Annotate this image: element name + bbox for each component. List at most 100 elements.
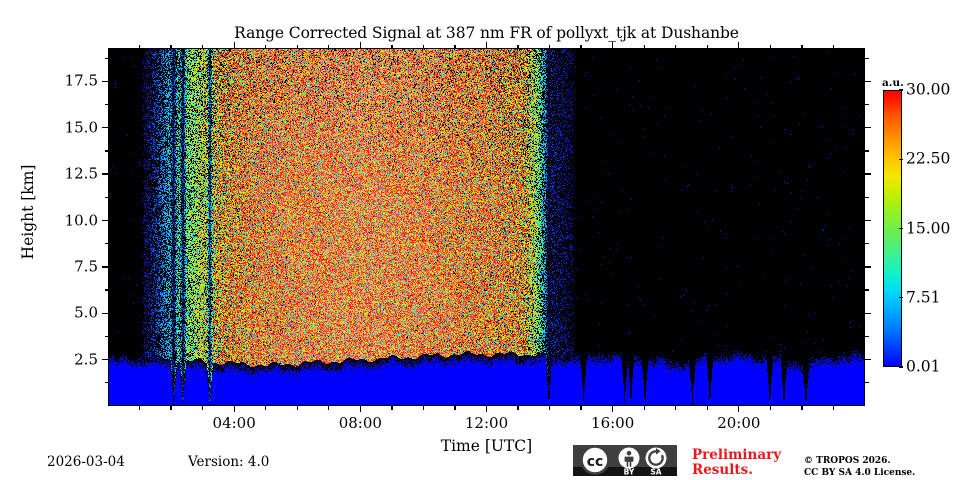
y-tick-major-right: [865, 266, 871, 268]
x-tick-minor-top: [201, 44, 204, 48]
x-tick-minor: [296, 406, 298, 410]
x-tick-minor: [201, 406, 204, 410]
y-tick-minor-right: [865, 196, 869, 198]
y-tick-minor: [104, 289, 108, 291]
y-tick-major-right: [865, 80, 871, 83]
x-tick-minor-top: [391, 44, 393, 48]
x-tick-minor-top: [801, 44, 803, 48]
y-tick-major: [102, 312, 108, 314]
x-tick-major-top: [612, 42, 614, 48]
y-tick-major: [102, 219, 108, 222]
y-tick-major: [102, 358, 108, 361]
y-tick-major-right: [865, 127, 871, 129]
cc-license-badge-icon: cc BY SA: [573, 445, 677, 476]
x-tick-minor-top: [832, 44, 835, 48]
y-tick-minor-right: [865, 150, 869, 152]
x-tick-minor: [170, 406, 172, 410]
x-tick-minor: [580, 406, 582, 410]
x-tick-label: 16:00: [591, 414, 635, 432]
colorbar-tick: [899, 227, 903, 230]
x-tick-minor: [675, 406, 677, 410]
x-tick-minor: [801, 406, 803, 410]
footer-date: 2026-03-04: [47, 454, 125, 470]
x-tick-minor-top: [170, 44, 172, 48]
x-tick-minor-top: [454, 44, 456, 48]
x-axis-label: Time [UTC]: [440, 437, 533, 455]
cc-by-caption: BY: [624, 467, 635, 476]
heatmap-plot-area: [108, 48, 865, 406]
x-tick-minor: [265, 406, 267, 410]
x-tick-minor-top: [138, 44, 141, 48]
x-tick-minor-top: [769, 44, 772, 48]
y-tick-label: 15.0: [64, 118, 98, 137]
colorbar-tick-label: 15.00: [906, 219, 951, 238]
x-tick-major-top: [233, 42, 235, 48]
x-tick-major: [359, 406, 361, 412]
y-tick-minor-right: [865, 57, 869, 59]
y-tick-minor-right: [865, 335, 869, 338]
x-tick-minor-top: [517, 44, 519, 48]
x-tick-minor-top: [643, 44, 645, 48]
colorbar-tick-label: 7.51: [906, 288, 941, 307]
x-tick-major: [738, 406, 740, 412]
x-tick-minor-top: [548, 44, 551, 48]
y-tick-minor: [104, 196, 108, 198]
x-tick-major-top: [359, 42, 361, 48]
y-tick-major-right: [865, 358, 871, 361]
colorbar-tick: [899, 158, 903, 160]
x-tick-major-top: [738, 42, 740, 48]
colorbar-tick: [899, 297, 903, 299]
preliminary-results-note: Preliminary Results.: [692, 448, 781, 478]
colorbar-tick: [899, 89, 903, 91]
y-tick-label: 7.5: [74, 257, 98, 276]
y-tick-minor: [104, 150, 108, 152]
x-tick-minor: [454, 406, 456, 410]
y-tick-minor: [104, 382, 108, 384]
x-tick-minor: [706, 406, 708, 410]
y-tick-label: 12.5: [64, 164, 98, 183]
x-tick-minor: [643, 406, 645, 410]
y-tick-minor: [104, 243, 108, 245]
y-tick-label: 10.0: [64, 211, 98, 229]
y-tick-label: 2.5: [74, 350, 98, 369]
copyright-line-2: CC BY SA 4.0 License.: [804, 468, 916, 478]
x-tick-major: [233, 406, 235, 412]
x-tick-major: [612, 406, 614, 412]
x-tick-minor-top: [422, 44, 425, 48]
y-tick-label: 5.0: [74, 303, 98, 322]
y-tick-minor: [104, 335, 108, 338]
x-tick-minor-top: [675, 44, 677, 48]
heatmap-canvas: [109, 49, 864, 405]
copyright-line-1: © TROPOS 2026.: [804, 456, 891, 466]
colorbar-tick-label: 0.01: [906, 357, 941, 376]
x-tick-minor-top: [265, 44, 267, 48]
y-tick-major: [102, 80, 108, 83]
y-tick-major-right: [865, 173, 871, 175]
cc-sa-caption: SA: [650, 467, 661, 476]
x-tick-minor: [548, 406, 551, 410]
x-tick-minor-top: [328, 44, 330, 48]
x-tick-minor: [832, 406, 835, 410]
x-tick-minor: [328, 406, 330, 410]
x-tick-major-top: [485, 42, 488, 48]
y-tick-major: [102, 266, 108, 268]
x-tick-minor: [422, 406, 425, 410]
y-tick-minor: [104, 57, 108, 59]
copyright-note: © TROPOS 2026. CC BY SA 4.0 License.: [804, 455, 915, 479]
y-tick-minor: [104, 103, 108, 106]
y-tick-major-right: [865, 312, 871, 314]
footer-version: Version: 4.0: [188, 454, 270, 470]
y-tick-major-right: [865, 219, 871, 222]
y-tick-minor-right: [865, 382, 869, 384]
x-tick-label: 08:00: [338, 414, 382, 432]
y-tick-major: [102, 127, 108, 129]
y-tick-major: [102, 173, 108, 175]
x-tick-minor: [769, 406, 772, 410]
preliminary-line-2: Results.: [692, 462, 753, 478]
colorbar-unit-label: a.u.: [882, 77, 904, 89]
page-title: Range Corrected Signal at 387 nm FR of p…: [234, 24, 739, 42]
x-tick-minor: [391, 406, 393, 410]
colorbar-tick-label: 30.00: [906, 80, 951, 99]
x-tick-minor: [517, 406, 519, 410]
